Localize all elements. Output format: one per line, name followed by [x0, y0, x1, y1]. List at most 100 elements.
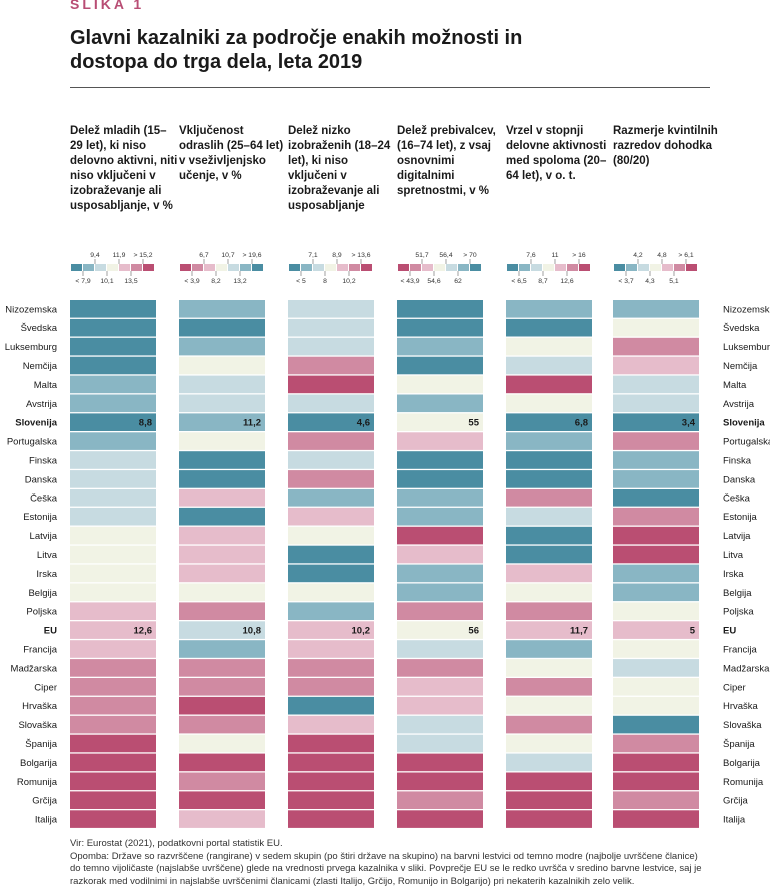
heatmap-cell: [613, 337, 699, 356]
heatmap-cell: [70, 678, 156, 696]
row-label-left-grcija: Grčija: [32, 796, 58, 807]
heatmap-cell: [397, 791, 483, 809]
legend-label-top: > 13,6: [351, 252, 370, 259]
row-label-left-belgija: Belgija: [28, 588, 57, 599]
heatmap-cell: [70, 583, 156, 602]
heatmap-cell: [613, 772, 699, 791]
cell-value: 5: [690, 626, 696, 637]
heatmap-cell: [397, 545, 483, 564]
cell-value: 3,4: [682, 418, 696, 429]
cell-value: 10,2: [352, 626, 371, 637]
row-label-left-francija: Francija: [23, 645, 58, 656]
heatmap-cell: [70, 696, 156, 715]
row-label-right-eu: EU: [723, 626, 736, 637]
heatmap-cell: [506, 659, 592, 677]
legend-label-bottom: < 7,9: [75, 278, 91, 285]
legend-label-top: > 6,1: [678, 252, 694, 259]
legend-label-top: 56,4: [439, 252, 452, 259]
heatmap-cell: [70, 470, 156, 488]
heatmap-cell: [179, 696, 265, 715]
row-label-left-finska: Finska: [29, 456, 58, 467]
heatmap-cell: [70, 526, 156, 545]
heatmap-cell: [397, 413, 483, 431]
heatmap-cell: [179, 470, 265, 488]
heatmap-cell: [179, 507, 265, 526]
heatmap-cell: [613, 451, 699, 469]
row-label-right-finska: Finska: [723, 456, 752, 467]
heatmap-cell: [288, 715, 374, 734]
heatmap-cell: [397, 451, 483, 469]
heatmap-cell: [397, 678, 483, 696]
heatmap-cell: [397, 300, 483, 318]
row-label-right-malta: Malta: [723, 380, 747, 391]
row-label-right-francija: Francija: [723, 645, 758, 656]
row-label-left-poljska: Poljska: [26, 607, 57, 618]
heatmap-cell: [613, 640, 699, 658]
heatmap-cell: [288, 678, 374, 696]
legend-label-top: > 16: [572, 252, 586, 259]
indicator-header-5: Vrzel v stopnji delovne aktivnosti med s…: [506, 125, 607, 182]
heatmap-cell: [288, 526, 374, 545]
row-label-right-luksemburg: Luksemburg: [723, 342, 770, 353]
heatmap-cell: [179, 621, 265, 639]
row-label-right-portugalska: Portugalska: [723, 437, 770, 448]
heatmap-cell: [70, 715, 156, 734]
heatmap-cell: [179, 640, 265, 658]
legend-label-bottom: 8,2: [211, 278, 221, 285]
heatmap-chart: 9,4 11,9 > 15,2 < 7,9 10,1 13,5 6,7 10,7 > 19,6 <…: [5, 252, 770, 828]
row-label-right-danska: Danska: [723, 474, 756, 485]
heatmap-cell: [506, 696, 592, 715]
legend-swatch: [313, 264, 324, 271]
legend-swatch: [180, 264, 191, 271]
row-label-left-romunija: Romunija: [17, 777, 58, 788]
heatmap-cell: [288, 545, 374, 564]
heatmap-cell: [613, 375, 699, 394]
row-label-left-eu: EU: [44, 626, 57, 637]
heatmap-cell: [397, 394, 483, 413]
row-label-left-avstrija: Avstrija: [26, 399, 58, 410]
heatmap-cell: [179, 772, 265, 791]
legend-label-bottom: < 5: [296, 278, 306, 285]
heatmap-cell: [288, 413, 374, 431]
legend-swatch: [519, 264, 530, 271]
heatmap-cell: [613, 678, 699, 696]
heatmap-cell: [613, 394, 699, 413]
heatmap-cell: [397, 715, 483, 734]
heatmap-cell: [397, 432, 483, 450]
heatmap-cell: [506, 564, 592, 583]
legend-label-bottom: 62: [454, 278, 462, 285]
heatmap-cell: [506, 583, 592, 602]
heatmap-cell: [70, 545, 156, 564]
row-label-right-italija: Italija: [723, 815, 746, 826]
row-label-right-hrvaska: Hrvaška: [723, 701, 759, 712]
heatmap-cell: [288, 507, 374, 526]
row-label-right-belgija: Belgija: [723, 588, 752, 599]
heatmap-cell: [179, 583, 265, 602]
legend-label-top: 11: [551, 252, 558, 259]
heatmap-cell: [613, 659, 699, 677]
row-label-left-malta: Malta: [34, 380, 58, 391]
row-label-right-poljska: Poljska: [723, 607, 754, 618]
heatmap-cell: [506, 715, 592, 734]
heatmap-cell: [70, 489, 156, 507]
row-label-right-ceska: Češka: [723, 493, 751, 504]
heatmap-cell: [613, 791, 699, 809]
legend-swatch: [567, 264, 578, 271]
heatmap-cell: [397, 564, 483, 583]
legend-swatch: [507, 264, 518, 271]
row-label-right-grcija: Grčija: [723, 796, 749, 807]
heatmap-cell: [613, 413, 699, 431]
row-label-left-italija: Italija: [35, 815, 58, 826]
legend-label-bottom: < 3,7: [618, 278, 634, 285]
legend-swatch: [71, 264, 82, 271]
legend-swatch: [446, 264, 457, 271]
legend-label-top: 7,1: [308, 252, 318, 259]
legend-swatch: [434, 264, 445, 271]
remark-note: Opomba: Države so razvrščene (rangirane)…: [70, 850, 702, 887]
heatmap-cell: [179, 318, 265, 337]
heatmap-cell: [288, 734, 374, 753]
heatmap-cell: [179, 715, 265, 734]
heatmap-cell: [288, 300, 374, 318]
row-label-right-madzarska: Madžarska: [723, 663, 770, 674]
heatmap-cell: [506, 526, 592, 545]
